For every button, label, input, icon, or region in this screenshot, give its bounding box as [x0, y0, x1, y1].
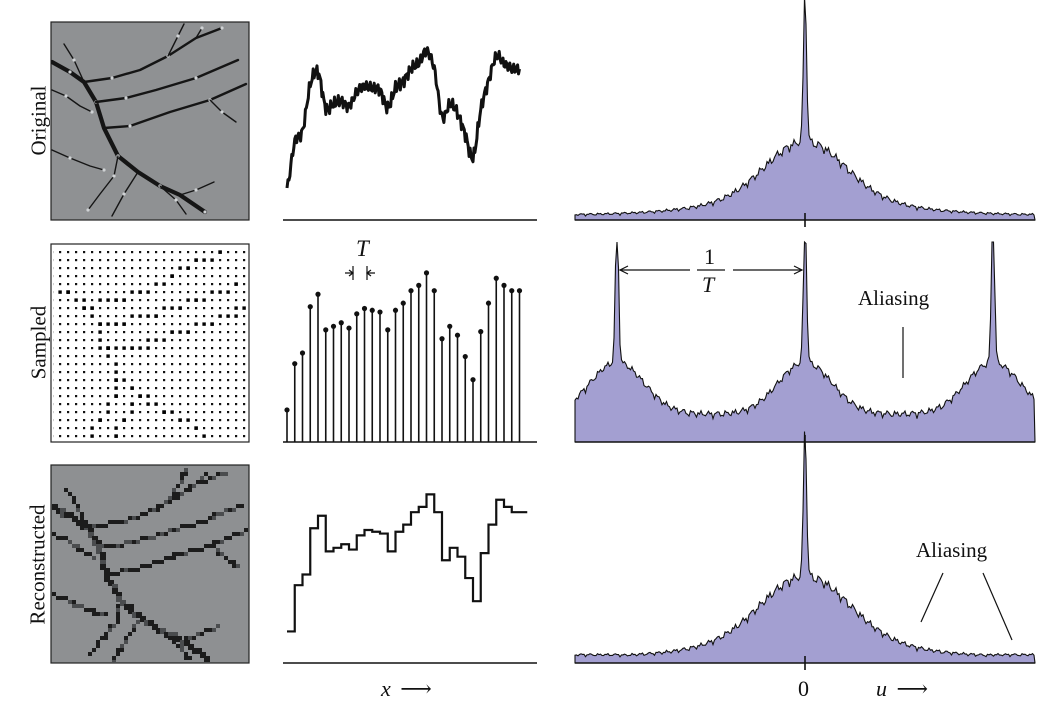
u-axis-label: u ⟶ — [876, 676, 928, 702]
frequency-spacing-arrow — [618, 265, 804, 275]
original-signal-curve — [285, 46, 521, 189]
frequency-denominator: T — [702, 272, 715, 297]
u-axis-variable: u — [876, 676, 887, 701]
period-label: T — [356, 236, 369, 261]
pixelated-branch — [52, 468, 249, 663]
sampled-spectrum-area — [574, 240, 1036, 443]
freq-origin-label: 0 — [798, 676, 809, 701]
u-axis-arrow: ⟶ — [896, 676, 929, 701]
original-signal-plot — [283, 46, 537, 221]
row-label-reconstructed: Reconstructed — [25, 504, 50, 625]
branch-drawing — [51, 23, 248, 217]
frequency-numerator: 1 — [704, 244, 715, 269]
reconstructed-signal-plot — [283, 493, 537, 664]
reconstructed-spectrum-area — [574, 431, 1036, 664]
sampled-image — [50, 243, 250, 443]
aliasing-pointer-right — [982, 572, 1013, 641]
x-axis-arrow: ⟶ — [400, 676, 432, 701]
reconstructed-spectrum — [574, 431, 1036, 670]
row-label-sampled: Sampled — [26, 305, 51, 380]
row-label-original: Original — [26, 85, 51, 156]
original-image — [50, 21, 250, 221]
sampled-signal-plot — [283, 266, 537, 443]
sampled-dark-dots — [58, 250, 246, 438]
aliasing-label-reconstructed: Aliasing — [916, 538, 988, 562]
original-spectrum-area — [574, 0, 1036, 221]
x-axis-variable: x — [381, 676, 391, 701]
aliasing-label-sampled: Aliasing — [858, 286, 930, 310]
aliasing-pointer-left — [920, 572, 944, 623]
original-spectrum — [574, 0, 1036, 227]
sample-stems — [284, 270, 523, 442]
reconstructed-image — [50, 464, 250, 664]
period-marker — [345, 266, 375, 280]
x-axis-label: x ⟶ — [381, 676, 432, 702]
sampled-spectrum — [574, 240, 1036, 449]
staircase-signal — [287, 493, 528, 633]
